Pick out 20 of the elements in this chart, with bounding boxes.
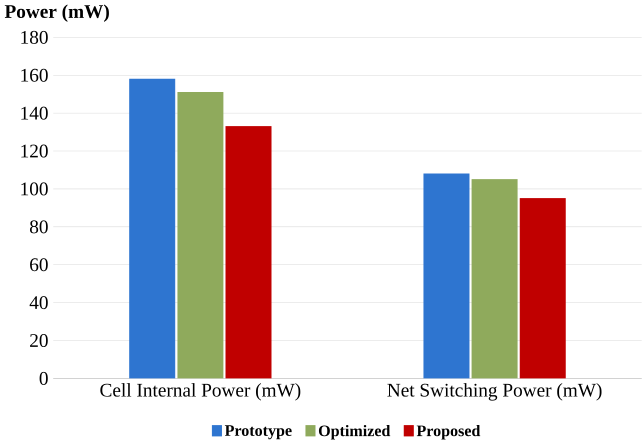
bar bbox=[177, 92, 224, 378]
y-tick-label: 180 bbox=[21, 30, 48, 44]
y-tick-label: 0 bbox=[40, 372, 48, 385]
y-tick-label: 120 bbox=[21, 144, 48, 158]
legend-label: Proposed bbox=[416, 424, 480, 440]
bar bbox=[423, 173, 470, 378]
y-tick-label: 80 bbox=[30, 220, 48, 234]
y-tick-label: 20 bbox=[30, 334, 48, 347]
y-tick-label: 40 bbox=[30, 296, 48, 309]
y-tick-label: 160 bbox=[21, 68, 48, 82]
y-tick-label: 60 bbox=[30, 258, 48, 271]
legend-label: Optimized bbox=[318, 424, 390, 440]
y-tick-label: 100 bbox=[21, 182, 48, 196]
bar bbox=[129, 78, 176, 378]
y-tick-label: 140 bbox=[21, 106, 48, 120]
x-tick-label: Net Switching Power (mW) bbox=[387, 382, 602, 400]
bar bbox=[472, 178, 518, 378]
x-tick-label: Cell Internal Power (mW) bbox=[100, 382, 300, 400]
legend-label: Prototype bbox=[224, 425, 292, 440]
y-axis-title: Power (mW) bbox=[4, 4, 109, 22]
